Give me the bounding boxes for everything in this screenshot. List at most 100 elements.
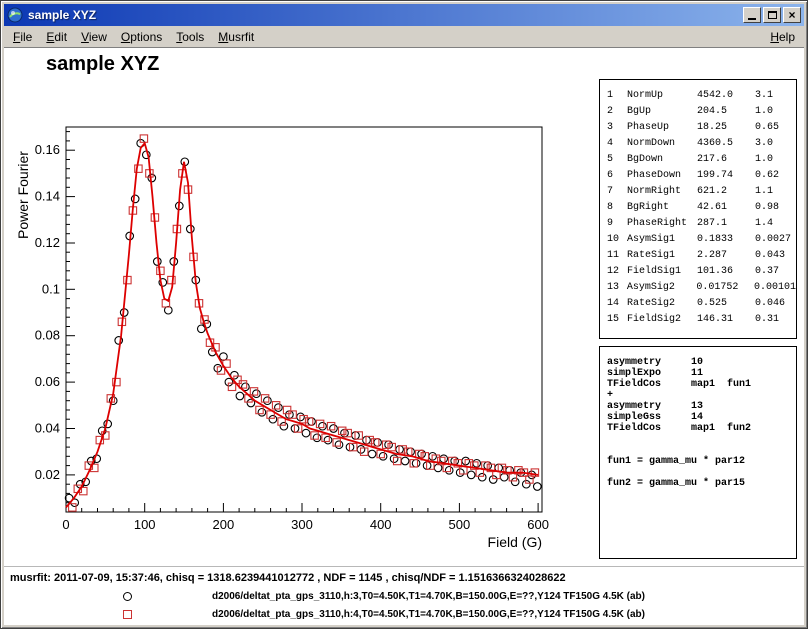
parameter-pno: 8 — [607, 200, 627, 216]
parameter-pname: FieldSig1 — [627, 264, 697, 280]
parameter-pval: 4360.5 — [697, 136, 755, 152]
parameter-pname: NormUp — [627, 88, 697, 104]
parameter-perr: 0.043 — [755, 248, 796, 264]
svg-text:0.04: 0.04 — [35, 421, 60, 436]
menu-item-options[interactable]: Options — [114, 28, 169, 46]
menubar: File Edit View Options Tools Musrfit Hel… — [4, 27, 804, 47]
x-axis: 0100200300400500600Field (G) — [62, 503, 549, 550]
parameter-pname: PhaseDown — [627, 168, 697, 184]
parameter-pname: AsymSig1 — [627, 232, 697, 248]
svg-text:0: 0 — [62, 517, 69, 532]
parameter-perr: 0.046 — [755, 296, 796, 312]
fit-line — [66, 143, 538, 507]
parameter-row: 9PhaseRight287.11.4 — [607, 216, 796, 232]
parameter-pno: 10 — [607, 232, 627, 248]
maximize-icon — [768, 11, 777, 19]
parameter-row: 6PhaseDown199.740.62 — [607, 168, 796, 184]
parameter-pno: 4 — [607, 136, 627, 152]
parameter-pno: 15 — [607, 312, 627, 328]
parameter-row: 8BgRight42.610.98 — [607, 200, 796, 216]
parameter-row: 10AsymSig10.18330.0027 — [607, 232, 796, 248]
parameter-pname: NormDown — [627, 136, 697, 152]
parameter-perr: 1.1 — [755, 184, 796, 200]
parameter-pname: PhaseUp — [627, 120, 697, 136]
legend-row: d2006/deltat_pta_gps_3110,h:3,T0=4.50K,T… — [4, 589, 645, 603]
svg-text:0.02: 0.02 — [35, 467, 60, 482]
plot-canvas[interactable]: 0100200300400500600Field (G)0.020.040.06… — [4, 48, 604, 573]
theory-line: TFieldCos map1 fun2 — [607, 423, 796, 434]
svg-text:500: 500 — [449, 517, 471, 532]
square-marker-icon — [123, 610, 132, 619]
theory-line: TFieldCos map1 fun1 — [607, 379, 796, 390]
parameter-row: 7NormRight621.21.1 — [607, 184, 796, 200]
menu-item-help[interactable]: Help — [763, 28, 802, 46]
parameter-perr: 0.65 — [755, 120, 796, 136]
parameter-pval: 4542.0 — [697, 88, 755, 104]
theory-line — [607, 445, 796, 456]
parameter-row: 5BgDown217.61.0 — [607, 152, 796, 168]
minimize-icon — [748, 18, 756, 20]
theory-line: + — [607, 390, 796, 401]
parameter-perr: 1.0 — [755, 152, 796, 168]
parameter-pno: 11 — [607, 248, 627, 264]
parameter-row: 13AsymSig20.017520.00101 — [607, 280, 796, 296]
titlebar[interactable]: sample XYZ × — [4, 4, 804, 26]
theory-line: asymmetry 13 — [607, 401, 796, 412]
menu-item-edit[interactable]: Edit — [39, 28, 74, 46]
parameter-pno: 6 — [607, 168, 627, 184]
parameter-pno: 3 — [607, 120, 627, 136]
parameter-pno: 14 — [607, 296, 627, 312]
parameter-pno: 7 — [607, 184, 627, 200]
parameter-pname: BgDown — [627, 152, 697, 168]
parameter-pname: RateSig2 — [627, 296, 697, 312]
parameter-perr: 0.62 — [755, 168, 796, 184]
parameter-row: 12FieldSig1101.360.37 — [607, 264, 796, 280]
parameter-pval: 217.6 — [697, 152, 755, 168]
svg-text:Field (G): Field (G) — [488, 534, 542, 550]
svg-text:300: 300 — [291, 517, 313, 532]
parameter-pval: 621.2 — [697, 184, 755, 200]
parameter-perr: 3.1 — [755, 88, 796, 104]
close-icon: × — [788, 8, 795, 22]
parameter-pname: NormRight — [627, 184, 697, 200]
maximize-button[interactable] — [763, 7, 781, 23]
parameter-pno: 5 — [607, 152, 627, 168]
parameter-pval: 42.61 — [697, 200, 755, 216]
minimize-button[interactable] — [743, 7, 761, 23]
parameter-pval: 18.25 — [697, 120, 755, 136]
parameter-pno: 2 — [607, 104, 627, 120]
parameter-pval: 287.1 — [697, 216, 755, 232]
parameter-perr: 0.31 — [755, 312, 796, 328]
legend-label: d2006/deltat_pta_gps_3110,h:3,T0=4.50K,T… — [212, 591, 645, 602]
svg-text:200: 200 — [213, 517, 235, 532]
theory-line: fun2 = gamma_mu * par15 — [607, 478, 796, 489]
y-axis: 0.020.040.060.080.10.120.140.16Power Fou… — [15, 132, 75, 503]
parameter-box: 1NormUp4542.03.12BgUp204.51.03PhaseUp18.… — [599, 79, 797, 339]
window-title: sample XYZ — [28, 8, 741, 22]
menu-item-view[interactable]: View — [74, 28, 114, 46]
parameter-pname: RateSig1 — [627, 248, 697, 264]
parameter-perr: 0.37 — [755, 264, 796, 280]
theory-line — [607, 434, 796, 445]
close-button[interactable]: × — [783, 7, 801, 23]
parameter-pno: 1 — [607, 88, 627, 104]
circle-marker-icon — [123, 592, 132, 601]
parameter-pname: BgUp — [627, 104, 697, 120]
parameter-row: 4NormDown4360.53.0 — [607, 136, 796, 152]
canvas-info-divider — [4, 566, 804, 567]
parameter-perr: 1.0 — [755, 104, 796, 120]
parameter-row: 11RateSig12.2870.043 — [607, 248, 796, 264]
theory-line: asymmetry 10 — [607, 357, 796, 368]
legend-label: d2006/deltat_pta_gps_3110,h:4,T0=4.50K,T… — [212, 609, 645, 620]
menu-item-tools[interactable]: Tools — [169, 28, 211, 46]
menu-item-musrfit[interactable]: Musrfit — [211, 28, 261, 46]
legend-row: d2006/deltat_pta_gps_3110,h:4,T0=4.50K,T… — [4, 607, 645, 621]
parameter-pval: 146.31 — [697, 312, 755, 328]
parameter-pno: 12 — [607, 264, 627, 280]
plot-frame — [66, 127, 542, 512]
theory-line: simplExpo 11 — [607, 368, 796, 379]
menu-item-file[interactable]: File — [6, 28, 39, 46]
parameter-row: 1NormUp4542.03.1 — [607, 88, 796, 104]
parameter-perr: 0.0027 — [755, 232, 796, 248]
parameter-perr: 0.98 — [755, 200, 796, 216]
